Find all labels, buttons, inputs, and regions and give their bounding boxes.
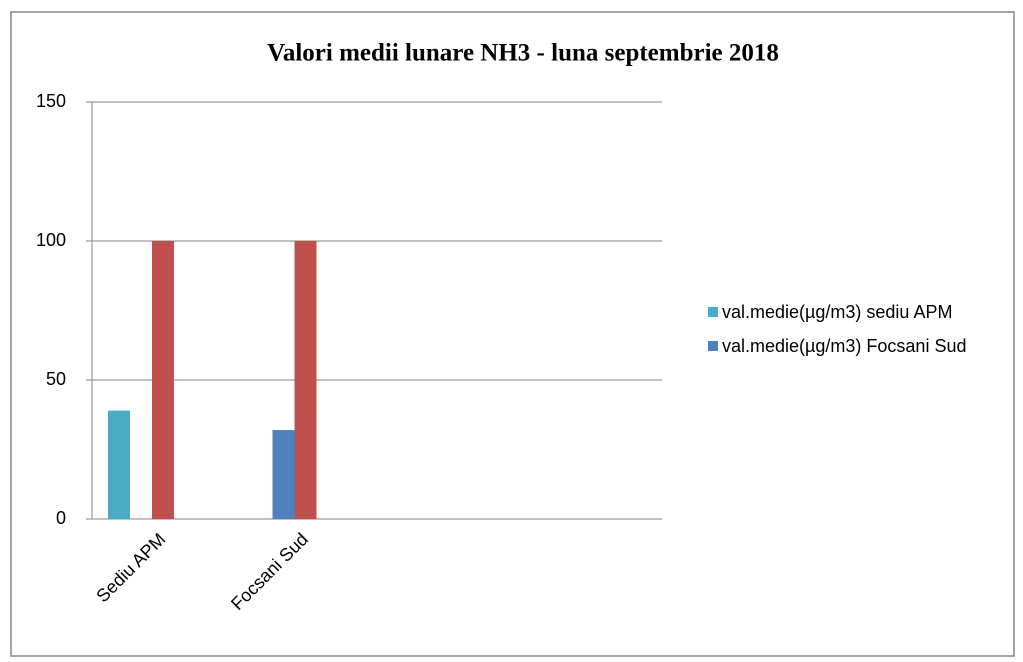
chart-border	[10, 11, 1015, 657]
bar	[294, 241, 317, 519]
legend-swatch	[708, 307, 718, 317]
bar	[272, 430, 295, 519]
y-tick-label: 50	[46, 369, 66, 389]
legend-item: val.medie(µg/m3) sediu APM	[708, 298, 998, 326]
legend-item: val.medie(µg/m3) Focsani Sud	[708, 332, 998, 360]
bar	[152, 241, 174, 519]
bar	[108, 410, 130, 519]
legend-label: val.medie(µg/m3) Focsani Sud	[722, 336, 967, 356]
y-tick-label: 150	[36, 91, 66, 111]
y-tick-label: 0	[56, 508, 66, 528]
y-tick-label: 100	[36, 230, 66, 250]
legend: val.medie(µg/m3) sediu APM val.medie(µg/m…	[708, 298, 998, 366]
chart-title: Valori medii lunare NH3 - luna septembri…	[267, 40, 779, 67]
legend-swatch	[708, 341, 718, 351]
legend-label: val.medie(µg/m3) sediu APM	[722, 302, 953, 322]
